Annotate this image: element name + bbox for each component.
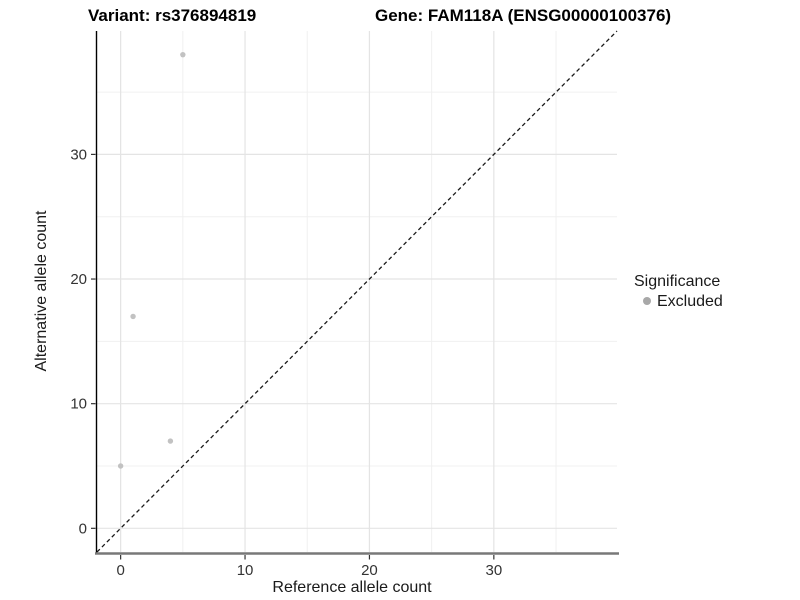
x-tick-label: 30 — [485, 562, 502, 579]
legend-title: Significance — [634, 273, 720, 290]
data-point — [180, 51, 186, 58]
legend: Significance Excluded — [634, 273, 723, 310]
scatter-data-points — [117, 51, 186, 469]
x-tick-label: 0 — [116, 562, 124, 579]
x-axis-title: Reference allele count — [272, 579, 432, 596]
x-tick-label: 20 — [361, 562, 378, 579]
axis-lines — [95, 31, 619, 555]
x-tick-label: 10 — [237, 562, 254, 579]
variant-title: Variant: rs376894819 — [88, 6, 256, 25]
identity-dashed-line — [96, 30, 618, 553]
y-tick-label: 30 — [70, 146, 87, 163]
data-point — [167, 438, 174, 444]
legend-item-label: Excluded — [657, 293, 723, 310]
legend-key-dot — [643, 297, 651, 305]
axis-tick-labels: 0 0 10 10 20 20 30 30 — [70, 146, 502, 579]
data-point — [117, 463, 124, 469]
grid-major-lines — [97, 31, 617, 552]
y-tick-label: 20 — [70, 271, 87, 288]
gene-title: Gene: FAM118A (ENSG00000100376) — [375, 6, 671, 25]
data-point — [130, 313, 136, 320]
axis-tick-marks — [91, 153, 495, 560]
y-axis-title: Alternative allele count — [33, 210, 50, 372]
identity-line — [96, 30, 618, 553]
y-tick-label: 0 — [79, 520, 87, 537]
y-tick-label: 10 — [70, 396, 87, 413]
